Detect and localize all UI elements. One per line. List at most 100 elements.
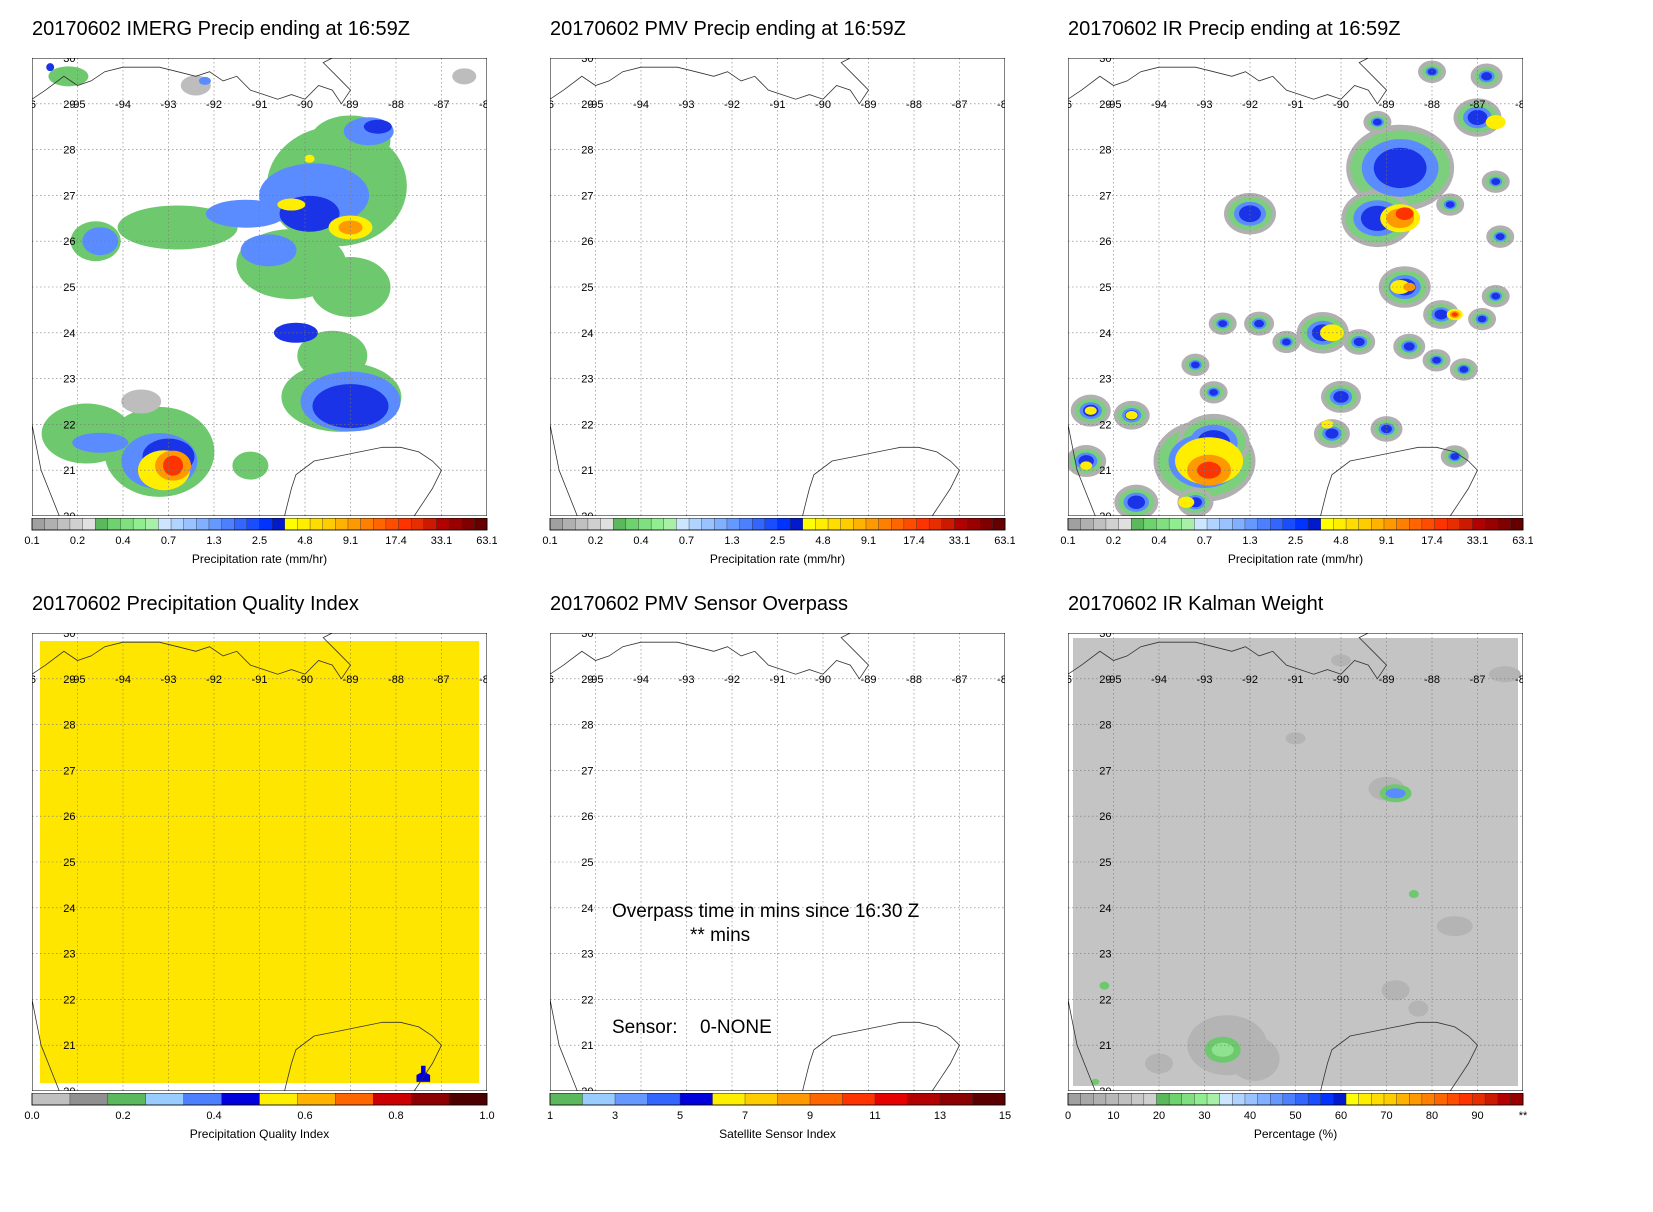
colorbar-swatch (1497, 518, 1511, 531)
colorbar-swatch (170, 518, 185, 531)
colorbar-swatch (410, 1093, 450, 1106)
colorbar-swatch (714, 518, 728, 531)
colorbar-tick-label: 4.8 (297, 535, 312, 547)
lon-tick-label: -90 (297, 99, 313, 111)
colorbar-swatch (941, 518, 955, 531)
lat-tick-label: 26 (1099, 236, 1111, 248)
lat-tick-label: 26 (63, 811, 75, 823)
lat-tick-label: 25 (581, 857, 593, 869)
lon-tick-label: -89 (1379, 674, 1395, 686)
lon-tick-label: -87 (1470, 674, 1486, 686)
colorbar-swatch (562, 518, 576, 531)
overpass-time-label: Overpass time in mins since 16:30 Z (612, 901, 920, 922)
colorbar-swatch (1409, 518, 1423, 531)
colorbar-swatch (284, 518, 298, 531)
lon-tick-label: -90 (1333, 674, 1349, 686)
lon-tick-label: -96 (1068, 99, 1072, 111)
lat-tick-label: 29 (581, 99, 593, 111)
colorbar-swatch (752, 518, 766, 531)
panel-title: 20170602 IMERG Precip ending at 16:59Z (32, 18, 411, 40)
coastline-gulf (550, 633, 870, 680)
colorbar-tick-label: 1.3 (724, 535, 739, 547)
colorbar-tick-label: 0.7 (161, 535, 176, 547)
precip-field (41, 63, 477, 497)
panel-title: 20170602 IR Kalman Weight (1068, 593, 1324, 615)
precip-field (1068, 60, 1515, 516)
colorbar-swatch (1358, 1093, 1372, 1106)
lon-tick-label: -87 (952, 674, 968, 686)
colorbar-swatch (120, 518, 134, 531)
lat-tick-label: 20 (63, 1086, 75, 1091)
colorbar-tick-label: 1.3 (1242, 535, 1257, 547)
lon-tick-label: -93 (161, 674, 177, 686)
colorbar-swatch (840, 518, 854, 531)
colorbar-swatch (916, 518, 930, 531)
colorbar-swatch (625, 518, 639, 531)
colorbar-swatch (739, 518, 753, 531)
lat-tick-label: 23 (1099, 949, 1111, 961)
colorbar-swatch (650, 518, 665, 531)
coastline-mexico (32, 424, 60, 516)
colorbar-swatch (208, 518, 223, 531)
colorbar-swatch (612, 518, 627, 531)
colorbar-swatch (1206, 518, 1221, 531)
lat-tick-label: 26 (63, 236, 75, 248)
colorbar-percent: 0 10 20 30 40 50 60 70 80 90 ** (1065, 1093, 1528, 1122)
colorbar-tick-label: 63.1 (1512, 535, 1533, 547)
colorbar-tick-label: 1.3 (206, 535, 221, 547)
lat-tick-label: 21 (581, 1040, 593, 1052)
colorbar-swatch (297, 1093, 336, 1106)
colorbar-swatch (448, 518, 463, 531)
lon-tick-label: -91 (252, 99, 268, 111)
lat-tick-label: 29 (1099, 99, 1111, 111)
colorbar-swatch (928, 518, 943, 531)
coastline-yucatan (1320, 446, 1478, 516)
colorbar-swatch (676, 518, 690, 531)
sensor-label: Sensor: (612, 1017, 678, 1038)
colorbar-swatch (31, 1093, 71, 1106)
colorbar-swatch (297, 518, 311, 531)
colorbar-swatch (436, 518, 450, 531)
colorbar-swatch (1295, 1093, 1309, 1106)
lon-tick-label: -96 (1068, 674, 1072, 686)
lon-tick-label: -91 (770, 674, 786, 686)
coastline-gulf (32, 633, 352, 680)
lat-tick-label: 21 (63, 465, 75, 477)
colorbar-title: Precipitation rate (mm/hr) (1227, 552, 1364, 566)
colorbar-swatch (842, 1093, 876, 1106)
sensor-value: 0-NONE (700, 1017, 772, 1038)
colorbar-tick-label: 0.0 (24, 1110, 39, 1122)
colorbar-tick-label: 13 (934, 1110, 946, 1122)
lat-tick-label: 27 (63, 765, 75, 777)
colorbar-swatch (1194, 518, 1208, 531)
lon-tick-label: -89 (861, 674, 877, 686)
lon-tick-label: -96 (550, 674, 554, 686)
lat-tick-label: 27 (63, 190, 75, 202)
overpass-time-value: ** mins (690, 925, 751, 946)
lon-tick-label: -88 (906, 99, 922, 111)
colorbar-swatch (802, 518, 816, 531)
lat-tick-label: 28 (581, 720, 593, 732)
colorbar-swatch (939, 1093, 973, 1106)
lat-tick-label: 26 (581, 811, 593, 823)
colorbar-tick-label: 40 (1244, 1110, 1256, 1122)
lat-tick-label: 29 (1099, 674, 1111, 686)
lon-tick-label: -95 (588, 99, 604, 111)
colorbar-tick-label: 4.8 (815, 535, 830, 547)
panel-title: 20170602 PMV Precip ending at 16:59Z (550, 18, 906, 40)
colorbar-tick-label: 0.1 (542, 535, 557, 547)
colorbar-swatch (398, 518, 412, 531)
colorbar-swatch (1459, 1093, 1473, 1106)
colorbar-swatch (145, 518, 159, 531)
colorbar-swatch (1168, 518, 1183, 531)
colorbar-swatch (1434, 518, 1448, 531)
lat-tick-label: 24 (1099, 903, 1111, 915)
lon-tick-label: -91 (252, 674, 268, 686)
colorbar-swatch (1270, 518, 1284, 531)
colorbar-swatch (1118, 518, 1132, 531)
colorbar-swatch (107, 518, 121, 531)
colorbar-swatch (1320, 1093, 1334, 1106)
colorbar-swatch (777, 518, 791, 531)
colorbar-swatch (221, 518, 235, 531)
lon-tick-label: -93 (1197, 674, 1213, 686)
